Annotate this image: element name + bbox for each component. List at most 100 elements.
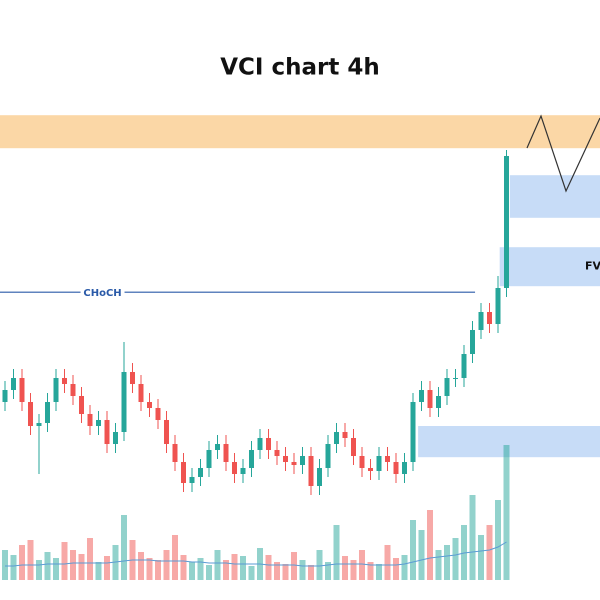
candle-body [325,444,331,468]
volume-bar [104,556,110,580]
volume-pane [2,445,510,580]
candle-body [308,456,314,486]
candle-body [376,456,382,471]
volume-bar [265,555,272,580]
candle-body [461,354,467,378]
volume-bar [316,550,323,580]
candle-body [470,330,475,354]
candle-body [155,408,161,420]
volume-bar [503,445,510,580]
volume-bar [401,555,408,580]
volume-bar [478,535,484,580]
candle-body [257,438,263,450]
volume-bar [240,556,246,580]
candle-body [504,156,509,288]
zone [0,115,600,149]
volume-bar [180,555,187,580]
candle-body [70,384,76,396]
volume-bar [427,510,433,580]
candle-body [164,420,169,444]
candle-body [62,378,67,384]
candle-body [487,312,492,324]
volume-bar [274,562,280,580]
candle-body [402,462,407,474]
volume-bar [78,554,85,580]
volume-bar [359,550,365,580]
candle-body [11,378,16,390]
candle-body [240,468,246,474]
volume-bar [299,560,306,580]
candle-body [28,402,33,426]
candles [2,150,509,495]
candle-body [172,444,178,462]
volume-bar [87,538,93,580]
candle-body [147,402,152,408]
volume-bar [495,500,501,580]
volume-bar [486,525,493,580]
candle-body [274,450,280,456]
volume-bar [206,565,212,580]
volume-bar [172,535,178,580]
zone-label: FV [585,260,600,273]
candle-body [96,420,101,426]
candle-body [427,390,433,408]
volume-bar [95,562,102,580]
candle-body [45,402,50,423]
candle-body [436,396,441,408]
volume-bar [197,558,204,580]
candle-body [351,438,356,456]
candle-body [19,378,25,402]
candle-body [104,420,110,444]
volume-bar [163,550,170,580]
candle-body [113,432,118,444]
candle-body [334,432,339,444]
candle-body [79,396,84,414]
candle-body [121,372,127,432]
candle-body [87,414,93,426]
volume-bar [155,560,161,580]
candle-body [232,462,237,474]
volume-bar [342,556,348,580]
volume-bar [350,560,357,580]
volume-ma-line [5,541,507,567]
candle-body [317,468,322,486]
candle-body [393,462,399,474]
volume-bar [36,560,42,580]
candle-body [359,456,365,468]
volume-bar [214,550,221,580]
zone [509,175,600,218]
projection-path [526,114,600,193]
volume-bar [435,550,442,580]
volume-bar [367,562,374,580]
volume-bar [418,530,425,580]
candle-body [181,462,186,483]
candle-body [342,432,348,438]
volume-bar [325,562,331,580]
volume-bar [10,555,17,580]
candle-body [419,390,424,402]
volume-bar [27,540,34,580]
volume-bar [2,550,8,580]
candle-body [2,390,8,402]
volume-bar [223,560,229,580]
candle-body [495,288,501,324]
candle-body [385,456,390,462]
candle-body [53,378,59,402]
candle-body [130,372,135,384]
candle-body [291,462,297,465]
volume-bar [19,545,25,580]
candle-body [206,450,212,468]
choch-label: CHoCH [83,288,121,299]
volume-bar [333,525,340,580]
volume-bar [393,558,399,580]
volume-bar [146,558,153,580]
candle-body [249,450,254,468]
candle-body [36,423,42,426]
volume-bar [384,545,391,580]
candle-body [223,444,229,462]
volume-bar [189,562,195,580]
volume-bar [53,558,59,580]
choch-label-bg [80,286,125,299]
